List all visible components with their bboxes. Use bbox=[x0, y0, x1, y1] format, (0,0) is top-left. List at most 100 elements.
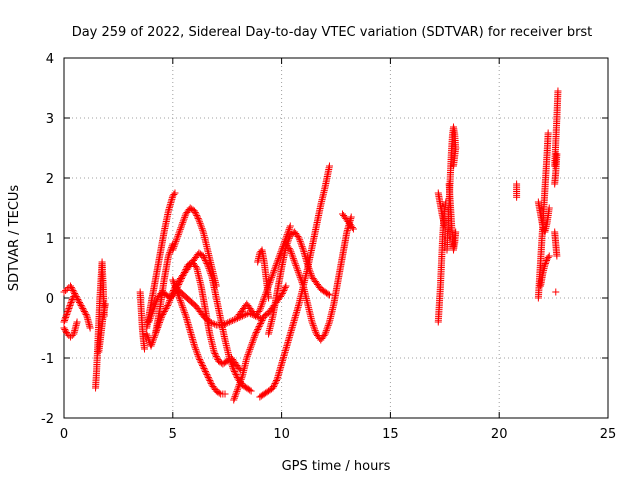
data-point bbox=[265, 294, 273, 302]
data-point bbox=[174, 231, 182, 239]
data-point bbox=[258, 301, 266, 309]
data-point bbox=[297, 277, 305, 285]
data-point bbox=[277, 293, 285, 300]
data-point bbox=[168, 291, 176, 299]
data-point bbox=[197, 221, 205, 229]
data-point bbox=[150, 303, 158, 311]
data-point bbox=[246, 386, 254, 394]
data-point bbox=[257, 303, 265, 311]
data-point bbox=[281, 285, 289, 293]
data-point bbox=[256, 304, 264, 312]
data-point bbox=[325, 162, 333, 170]
data-point bbox=[230, 394, 238, 402]
data-point bbox=[173, 236, 181, 244]
data-point bbox=[554, 87, 562, 95]
data-point bbox=[270, 383, 278, 390]
data-point bbox=[61, 317, 69, 324]
data-point bbox=[248, 340, 256, 348]
data-point bbox=[268, 272, 276, 280]
data-point bbox=[141, 345, 149, 353]
data-point bbox=[171, 281, 179, 289]
data-point bbox=[177, 298, 185, 306]
data-point bbox=[148, 340, 156, 348]
data-point bbox=[251, 332, 259, 340]
data-point bbox=[233, 386, 241, 394]
data-point bbox=[176, 225, 184, 233]
data-point bbox=[193, 212, 201, 219]
data-point bbox=[152, 297, 160, 305]
y-tick-label: 0 bbox=[46, 292, 54, 307]
data-point bbox=[62, 314, 70, 321]
data-point bbox=[145, 318, 153, 326]
data-point bbox=[154, 322, 162, 330]
data-point bbox=[199, 362, 207, 369]
data-point bbox=[304, 263, 312, 271]
data-point bbox=[65, 305, 73, 312]
data-point bbox=[144, 333, 152, 341]
data-point bbox=[199, 363, 207, 371]
data-point bbox=[212, 353, 220, 360]
data-point bbox=[67, 300, 75, 308]
data-point bbox=[148, 339, 156, 347]
y-tick-label: 1 bbox=[46, 232, 54, 247]
data-point bbox=[289, 255, 297, 263]
x-tick-label: 10 bbox=[273, 427, 290, 442]
data-point bbox=[288, 249, 296, 257]
data-point bbox=[542, 258, 550, 266]
data-point bbox=[259, 297, 267, 305]
data-point bbox=[61, 326, 69, 333]
data-point bbox=[191, 342, 199, 350]
data-point bbox=[289, 253, 297, 261]
data-point bbox=[157, 315, 165, 323]
data-point bbox=[202, 369, 210, 377]
chart-title: Day 259 of 2022, Sidereal Day-to-day VTE… bbox=[72, 25, 593, 40]
data-point bbox=[255, 308, 263, 315]
data-point bbox=[272, 378, 280, 386]
data-point bbox=[258, 299, 266, 307]
data-point bbox=[230, 396, 238, 404]
data-point bbox=[305, 264, 313, 272]
data-point bbox=[167, 293, 175, 301]
data-point bbox=[545, 252, 553, 260]
data-point bbox=[160, 308, 168, 315]
data-point bbox=[146, 315, 154, 323]
data-point bbox=[293, 263, 301, 271]
data-point bbox=[304, 261, 312, 269]
axis-ticks: 0 5 10 15 20 25 -2 -1 0 1 2 3 4 bbox=[41, 52, 616, 442]
data-point bbox=[253, 327, 261, 335]
data-point bbox=[286, 246, 294, 254]
data-point bbox=[143, 330, 151, 338]
data-point bbox=[65, 303, 73, 311]
data-point bbox=[221, 390, 229, 398]
data-point bbox=[298, 243, 306, 251]
data-point bbox=[63, 309, 71, 317]
data-point bbox=[274, 256, 282, 264]
data-point bbox=[155, 320, 163, 328]
data-point bbox=[244, 351, 252, 359]
data-point bbox=[271, 265, 279, 273]
data-point bbox=[284, 227, 292, 235]
data-point bbox=[237, 377, 245, 385]
data-point bbox=[192, 263, 200, 270]
data-point bbox=[196, 356, 204, 363]
data-point bbox=[347, 213, 355, 221]
data-point bbox=[196, 357, 204, 365]
data-point bbox=[145, 316, 153, 324]
data-point bbox=[206, 318, 214, 326]
data-point bbox=[178, 220, 186, 228]
data-point bbox=[250, 333, 258, 341]
data-point bbox=[268, 273, 276, 281]
data-point bbox=[165, 298, 173, 306]
data-point bbox=[234, 384, 242, 392]
data-point bbox=[325, 320, 333, 328]
data-point bbox=[236, 379, 244, 387]
data-point bbox=[81, 309, 89, 317]
data-point bbox=[452, 228, 460, 236]
data-point bbox=[64, 308, 72, 315]
data-point bbox=[191, 209, 199, 216]
data-point bbox=[269, 384, 277, 392]
data-point bbox=[296, 236, 304, 244]
data-point bbox=[101, 300, 109, 308]
data-point bbox=[276, 251, 284, 259]
data-point bbox=[286, 224, 294, 232]
